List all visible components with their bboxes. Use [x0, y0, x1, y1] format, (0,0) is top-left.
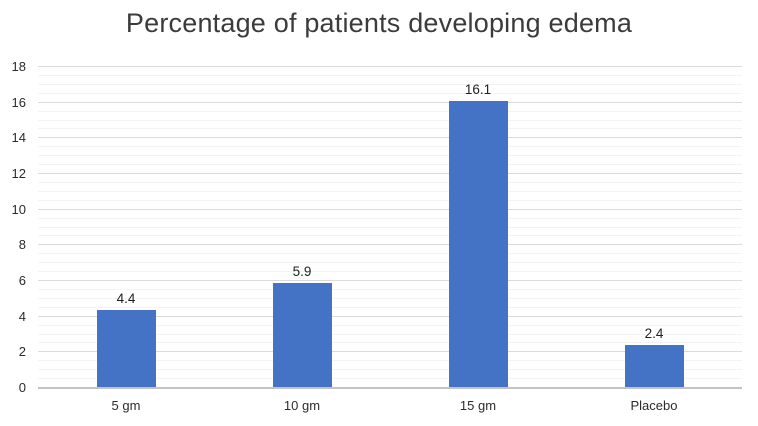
major-gridline [38, 280, 742, 281]
minor-gridline [38, 271, 742, 273]
minor-gridline [38, 378, 742, 380]
minor-gridline [38, 360, 742, 362]
bar-column: 2.4 [566, 67, 742, 388]
minor-gridline [38, 333, 742, 335]
bar-column: 16.1 [390, 67, 566, 388]
minor-gridline [38, 83, 742, 85]
x-axis: 5 gm 10 gm 15 gm Placebo [38, 392, 742, 413]
minor-gridline [38, 74, 742, 76]
minor-gridline [38, 235, 742, 237]
minor-gridline [38, 199, 742, 201]
minor-gridline [38, 262, 742, 264]
minor-gridline [38, 110, 742, 112]
x-tick-label: 5 gm [111, 398, 141, 413]
bar-series: 4.4 5.9 16.1 2.4 [38, 67, 742, 388]
major-gridline [38, 315, 742, 317]
minor-gridline [38, 342, 742, 344]
major-gridline [38, 101, 742, 103]
y-tick-label: 6 [18, 273, 26, 288]
y-tick-label: 8 [18, 237, 26, 253]
bar-column: 5.9 [214, 67, 390, 388]
bar [272, 282, 332, 388]
minor-gridline [38, 217, 742, 219]
chart-title: Percentage of patients developing edema [125, 8, 633, 38]
major-gridline [38, 351, 742, 353]
bar [96, 309, 156, 388]
bar [624, 345, 684, 388]
y-tick-label: 2 [18, 344, 26, 360]
minor-gridline [38, 297, 742, 299]
y-tick-label: 12 [11, 166, 26, 181]
y-tick-label: 16 [11, 94, 26, 110]
minor-gridline [38, 92, 742, 94]
minor-gridline [38, 119, 742, 121]
y-tick-label: 0 [18, 380, 26, 395]
major-gridline [38, 244, 742, 246]
x-tick-label: 10 gm [283, 398, 321, 413]
minor-gridline [38, 369, 742, 371]
major-gridline [38, 137, 742, 139]
y-tick-label: 14 [11, 130, 26, 146]
minor-gridline [38, 155, 742, 157]
y-axis: 0 2 4 6 8 10 12 14 16 18 [0, 59, 30, 395]
bar-value-label: 4.4 [116, 290, 136, 306]
x-tick-label: Placebo [630, 398, 678, 413]
major-gridline [38, 208, 742, 210]
bar-column: 4.4 [38, 67, 214, 388]
bar-value-label: 16.1 [464, 81, 492, 97]
bar-value-label: 5.9 [292, 263, 312, 279]
minor-gridline [38, 146, 742, 148]
plot-area: 4.4 5.9 16.1 2.4 [38, 66, 742, 389]
minor-gridline [38, 128, 742, 130]
y-tick-label: 10 [11, 201, 26, 217]
major-gridline [38, 66, 742, 67]
y-tick-label: 18 [11, 59, 26, 74]
x-tick-label: 15 gm [459, 398, 497, 413]
minor-gridline [38, 181, 742, 183]
bar [448, 100, 508, 388]
minor-gridline [38, 226, 742, 228]
minor-gridline [38, 164, 742, 166]
minor-gridline [38, 324, 742, 326]
minor-gridline [38, 253, 742, 255]
y-tick-label: 4 [18, 308, 26, 324]
minor-gridline [38, 306, 742, 308]
minor-gridline [38, 190, 742, 192]
bar-value-label: 2.4 [644, 326, 664, 342]
major-gridline [38, 173, 742, 174]
x-axis-line [38, 387, 742, 389]
minor-gridline [38, 288, 742, 290]
